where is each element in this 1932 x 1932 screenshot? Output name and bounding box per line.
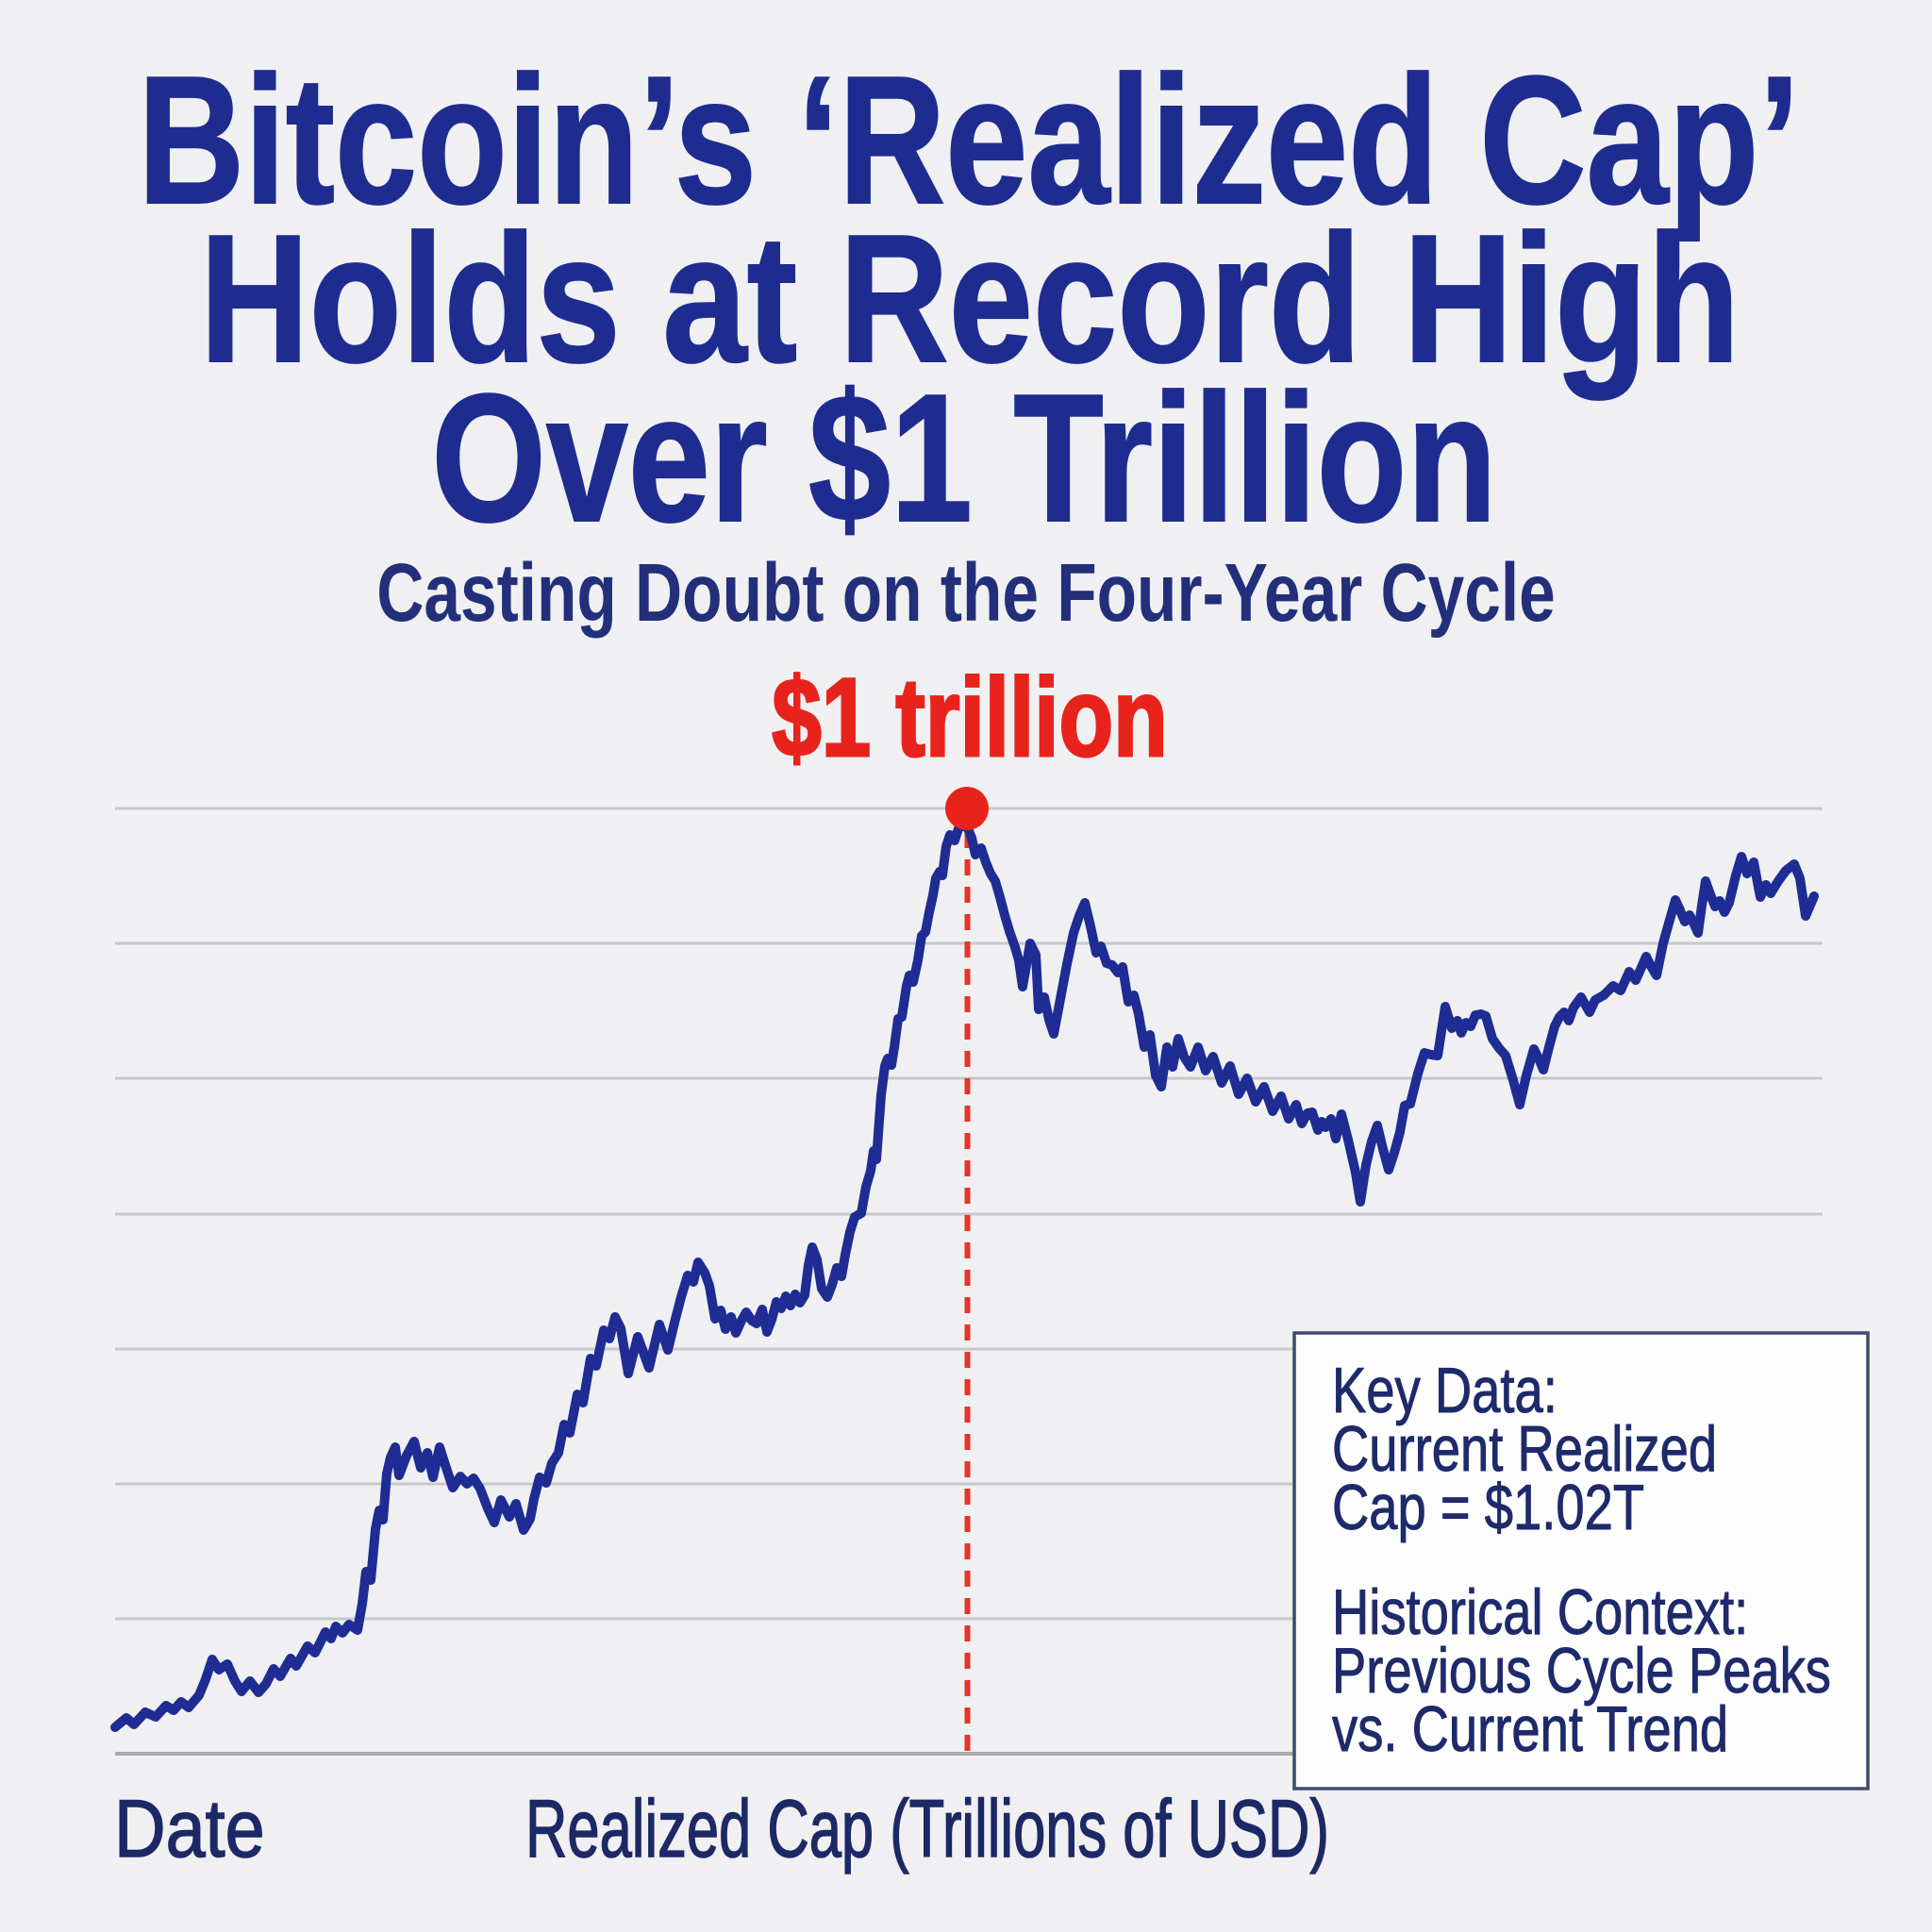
svg-text:Realized Cap (Trillions of USD: Realized Cap (Trillions of USD) — [525, 1783, 1329, 1874]
svg-text:Bitcoin’s ‘Realized Cap’: Bitcoin’s ‘Realized Cap’ — [138, 40, 1800, 242]
svg-text:Current Realized: Current Realized — [1332, 1413, 1717, 1485]
svg-text:Over $1 Trillion: Over $1 Trillion — [431, 357, 1496, 559]
svg-text:Historical Context:: Historical Context: — [1332, 1576, 1748, 1648]
svg-text:vs. Current Trend: vs. Current Trend — [1332, 1693, 1728, 1765]
svg-text:Holds at Record High: Holds at Record High — [200, 196, 1740, 400]
svg-text:Key Data:: Key Data: — [1332, 1355, 1557, 1426]
svg-text:Date: Date — [114, 1785, 265, 1875]
svg-text:Previous Cycle Peaks: Previous Cycle Peaks — [1332, 1635, 1831, 1707]
svg-text:$1 trillion: $1 trillion — [772, 655, 1168, 780]
svg-text:Casting Doubt on the Four-Year: Casting Doubt on the Four-Year Cycle — [376, 547, 1556, 639]
svg-text:Cap = $1.02T: Cap = $1.02T — [1332, 1472, 1644, 1543]
